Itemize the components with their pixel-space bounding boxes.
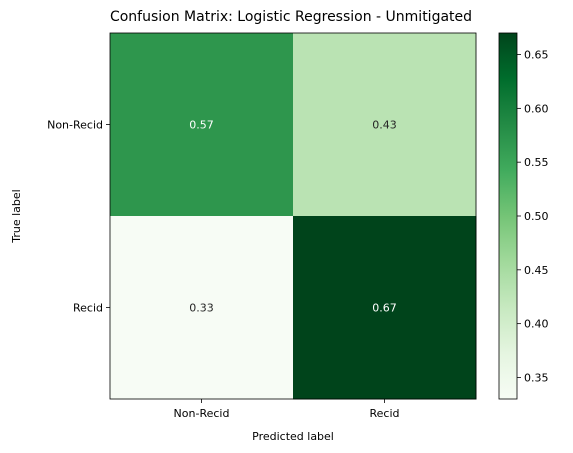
x-tick-label: Recid	[369, 407, 399, 420]
colorbar-tick-label: 0.45	[524, 264, 549, 277]
colorbar-ticks: 0.35 0.40 0.45 0.50 0.55 0.60 0.65	[517, 49, 549, 384]
x-tick-label: Non-Recid	[174, 407, 230, 420]
heatmap-cell	[110, 33, 294, 217]
cell-value-label: 0.33	[189, 302, 214, 315]
cell-value-label: 0.43	[372, 119, 397, 132]
heatmap-cell	[110, 216, 294, 400]
chart-title: Confusion Matrix: Logistic Regression - …	[110, 9, 472, 25]
colorbar-tick-label: 0.50	[524, 210, 549, 223]
x-axis-ticks: Non-Recid Recid	[174, 399, 400, 420]
colorbar-tick-label: 0.60	[524, 102, 549, 115]
colorbar	[498, 32, 518, 400]
colorbar-tick-label: 0.55	[524, 156, 549, 169]
y-tick-label: Recid	[73, 302, 103, 315]
x-axis-label: Predicted label	[252, 430, 334, 443]
heatmap-cell	[293, 33, 477, 217]
y-axis-label: True label	[10, 189, 23, 243]
y-axis-ticks: Non-Recid Recid	[47, 119, 110, 315]
cell-value-label: 0.67	[372, 302, 397, 315]
heatmap-cells	[110, 33, 477, 400]
plot-frame	[109, 32, 477, 400]
heatmap-cell	[293, 216, 477, 400]
cell-value-label: 0.57	[189, 119, 214, 132]
colorbar-tick-label: 0.40	[524, 318, 549, 331]
y-tick-label: Non-Recid	[47, 119, 103, 132]
heatmap-cell-labels: 0.57 0.43 0.33 0.67	[189, 119, 397, 315]
colorbar-tick-label: 0.35	[524, 371, 549, 384]
colorbar-tick-label: 0.65	[524, 49, 549, 62]
